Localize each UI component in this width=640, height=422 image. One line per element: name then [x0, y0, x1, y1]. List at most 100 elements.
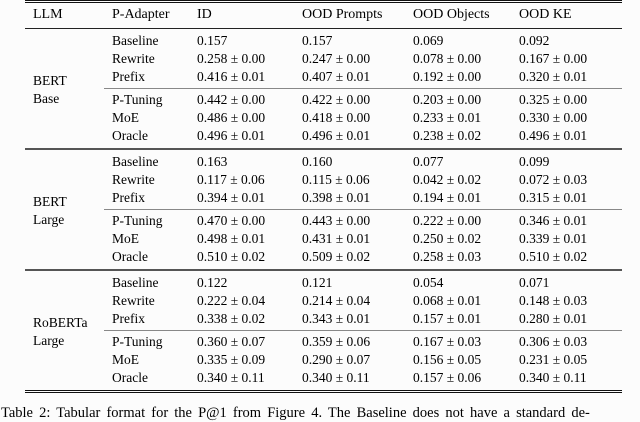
llm-label-line: Large	[33, 212, 65, 227]
results-table: LLM P-Adapter ID OOD Prompts OOD Objects…	[25, 0, 622, 393]
metric-cell-ood-prompts: 0.443 ± 0.00	[294, 209, 405, 230]
llm-label: BERT Large	[25, 149, 104, 270]
metric-cell-ood-prompts: 0.422 ± 0.00	[294, 88, 405, 109]
adapter-cell: Rewrite	[112, 172, 155, 187]
metric-cell-ood-ke: 0.092	[519, 33, 550, 48]
metric-cell-ood-prompts: 0.509 ± 0.02	[302, 249, 371, 264]
table-row: Prefix 0.416 ± 0.01 0.407 ± 0.01 0.192 ± 0.…	[25, 68, 622, 89]
metric-cell-ood-objects: 0.156 ± 0.05	[413, 352, 482, 367]
llm-label: BERT Base	[25, 29, 104, 150]
table-row: MoE 0.335 ± 0.09 0.290 ± 0.07 0.156 ± 0.05 0…	[25, 351, 622, 369]
llm-group-bert-base: BERT Base Baseline 0.157 0.157 0.069 0.092 Rewr…	[25, 29, 622, 149]
metric-cell-id: 0.442 ± 0.00	[189, 88, 294, 109]
llm-group-bert-large: BERT Large Baseline 0.163 0.160 0.077 0.099 Rew…	[25, 149, 622, 270]
adapter-cell: Rewrite	[112, 293, 155, 308]
column-header-p-adapter: P-Adapter	[112, 7, 170, 22]
table-row: Oracle 0.340 ± 0.11 0.340 ± 0.11 0.157 ± 0.…	[25, 369, 622, 392]
metric-cell-ood-ke: 0.346 ± 0.01	[511, 209, 622, 230]
metric-cell-ood-objects: 0.157 ± 0.06	[413, 370, 482, 385]
table-row: Oracle 0.496 ± 0.01 0.496 ± 0.01 0.238 ± 0.…	[25, 127, 622, 149]
metric-cell-id: 0.498 ± 0.01	[197, 231, 266, 246]
metric-cell-id: 0.163	[197, 154, 228, 169]
metric-cell-ood-ke: 0.320 ± 0.01	[519, 69, 588, 84]
table-row: BERT Base Baseline 0.157 0.157 0.069 0.092	[25, 29, 622, 106]
metric-cell-ood-ke: 0.167 ± 0.00	[519, 51, 588, 66]
adapter-cell: P-Tuning	[104, 330, 189, 351]
metric-cell-ood-prompts: 0.121	[302, 275, 333, 290]
metric-cell-ood-prompts: 0.290 ± 0.07	[302, 352, 371, 367]
metric-cell-ood-objects: 0.069	[413, 33, 444, 48]
metric-cell-id: 0.496 ± 0.01	[197, 128, 266, 143]
adapter-cell: Oracle	[112, 128, 148, 143]
column-header-ood-prompts: OOD Prompts	[302, 7, 383, 22]
metric-cell-id: 0.470 ± 0.00	[189, 209, 294, 230]
metric-cell-ood-ke: 0.099	[519, 154, 550, 169]
table-row: BERT Large Baseline 0.163 0.160 0.077 0.099	[25, 149, 622, 227]
metric-cell-ood-objects: 0.078 ± 0.00	[413, 51, 482, 66]
table-row: Prefix 0.394 ± 0.01 0.398 ± 0.01 0.194 ± 0.…	[25, 189, 622, 210]
metric-cell-id: 0.486 ± 0.00	[197, 110, 266, 125]
metric-cell-ood-ke: 0.306 ± 0.03	[511, 330, 622, 351]
column-header-id: ID	[197, 7, 212, 22]
metric-cell-ood-prompts: 0.247 ± 0.00	[302, 51, 371, 66]
metric-cell-ood-prompts: 0.418 ± 0.00	[302, 110, 371, 125]
metric-cell-ood-objects: 0.233 ± 0.01	[413, 110, 482, 125]
adapter-cell: Baseline	[112, 154, 159, 169]
metric-cell-ood-objects: 0.068 ± 0.01	[413, 293, 482, 308]
table-row: Oracle 0.510 ± 0.02 0.509 ± 0.02 0.258 ± 0.…	[25, 248, 622, 270]
llm-label-line: Base	[33, 91, 60, 106]
metric-cell-ood-ke: 0.071	[519, 275, 550, 290]
header-row: LLM P-Adapter ID OOD Prompts OOD Objects…	[25, 1, 622, 29]
adapter-cell: Prefix	[112, 190, 145, 205]
llm-group-roberta-large: RoBERTa Large Baseline 0.122 0.121 0.054 0.071…	[25, 270, 622, 392]
metric-cell-id: 0.394 ± 0.01	[197, 190, 266, 205]
metric-cell-id: 0.222 ± 0.04	[197, 293, 266, 308]
metric-cell-id: 0.157	[197, 33, 228, 48]
table-row: MoE 0.498 ± 0.01 0.431 ± 0.01 0.250 ± 0.02 0…	[25, 230, 622, 248]
llm-label: RoBERTa Large	[25, 270, 104, 392]
metric-cell-id: 0.335 ± 0.09	[197, 352, 266, 367]
metric-cell-ood-objects: 0.222 ± 0.00	[405, 209, 511, 230]
table-caption: Table 2: Tabular format for the P@1 from…	[1, 405, 590, 421]
metric-cell-ood-objects: 0.042 ± 0.02	[413, 172, 482, 187]
metric-cell-ood-prompts: 0.160	[302, 154, 333, 169]
metric-cell-ood-objects: 0.258 ± 0.03	[413, 249, 482, 264]
table-row: MoE 0.486 ± 0.00 0.418 ± 0.00 0.233 ± 0.01 0…	[25, 109, 622, 127]
metric-cell-id: 0.258 ± 0.00	[197, 51, 266, 66]
adapter-cell: Baseline	[112, 33, 159, 48]
metric-cell-ood-ke: 0.496 ± 0.01	[519, 128, 588, 143]
metric-cell-ood-prompts: 0.343 ± 0.01	[302, 311, 371, 326]
metric-cell-ood-objects: 0.192 ± 0.00	[413, 69, 482, 84]
table-row: P-Tuning 0.442 ± 0.00 0.422 ± 0.00 0.203 ± …	[25, 88, 622, 109]
adapter-cell: Rewrite	[112, 51, 155, 66]
adapter-cell: Oracle	[112, 249, 148, 264]
metric-cell-id: 0.340 ± 0.11	[197, 370, 265, 385]
adapter-cell: MoE	[112, 110, 139, 125]
table-row: Rewrite 0.258 ± 0.00 0.247 ± 0.00 0.078 ± 0…	[25, 50, 622, 68]
metric-cell-ood-objects: 0.054	[413, 275, 444, 290]
adapter-cell: Oracle	[112, 370, 148, 385]
adapter-cell: MoE	[112, 231, 139, 246]
llm-label-line: BERT	[33, 194, 67, 209]
column-header-llm: LLM	[33, 7, 63, 22]
metric-cell-id: 0.510 ± 0.02	[197, 249, 266, 264]
llm-label-line: BERT	[33, 73, 67, 88]
metric-cell-ood-ke: 0.280 ± 0.01	[519, 311, 588, 326]
table-row: P-Tuning 0.470 ± 0.00 0.443 ± 0.00 0.222 ± …	[25, 209, 622, 230]
metric-cell-id: 0.122	[197, 275, 228, 290]
metric-cell-ood-prompts: 0.496 ± 0.01	[302, 128, 371, 143]
table-row: Prefix 0.338 ± 0.02 0.343 ± 0.01 0.157 ± 0.…	[25, 310, 622, 331]
metric-cell-ood-ke: 0.325 ± 0.00	[511, 88, 622, 109]
adapter-cell: P-Tuning	[104, 88, 189, 109]
metric-cell-ood-ke: 0.510 ± 0.02	[519, 249, 588, 264]
metric-cell-ood-objects: 0.238 ± 0.02	[413, 128, 482, 143]
metric-cell-ood-objects: 0.194 ± 0.01	[413, 190, 482, 205]
column-header-ood-ke: OOD KE	[519, 7, 572, 22]
metric-cell-ood-prompts: 0.431 ± 0.01	[302, 231, 371, 246]
metric-cell-id: 0.416 ± 0.01	[197, 69, 266, 84]
adapter-cell: MoE	[112, 352, 139, 367]
metric-cell-ood-ke: 0.072 ± 0.03	[519, 172, 588, 187]
metric-cell-id: 0.360 ± 0.07	[189, 330, 294, 351]
metric-cell-ood-prompts: 0.398 ± 0.01	[302, 190, 371, 205]
metric-cell-id: 0.117 ± 0.06	[197, 172, 265, 187]
